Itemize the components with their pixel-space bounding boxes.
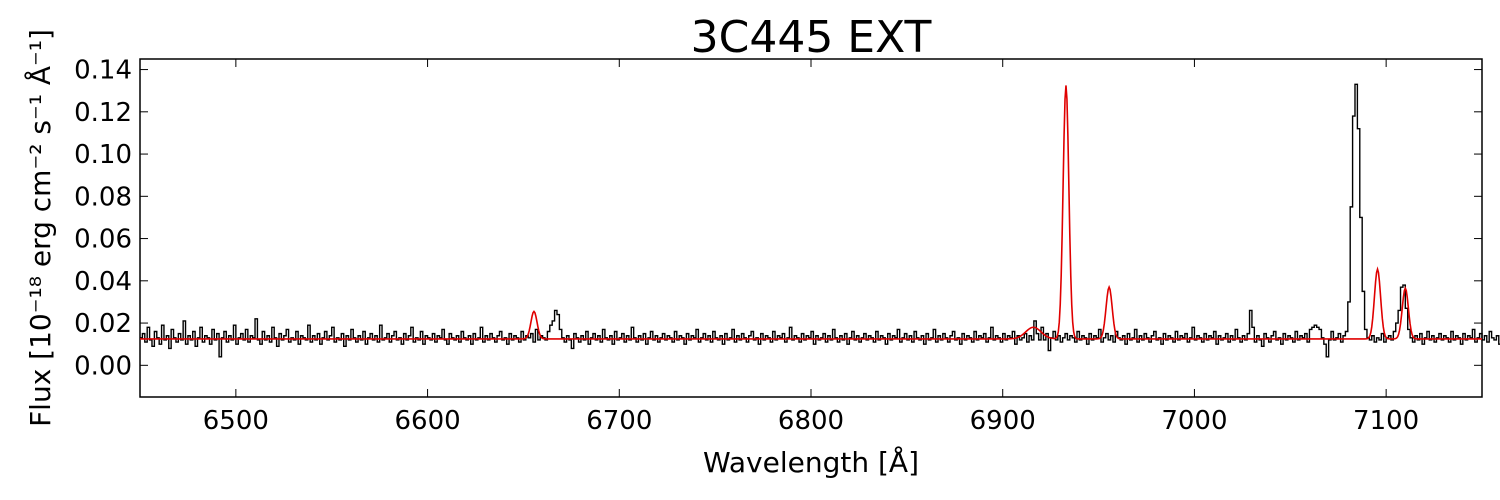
model-fit-curve [140, 85, 1482, 340]
observed-spectrum-path [140, 83, 1500, 358]
y-axis-ticks: 0.00 0.02 0.04 0.06 0.08 0.10 0.12 0.14 [74, 56, 1482, 381]
y-tick-label: 0.04 [74, 267, 132, 297]
x-tick-label: 6800 [778, 406, 844, 436]
model-fit-path [140, 85, 1482, 340]
x-tick-label: 6700 [586, 406, 652, 436]
x-axis-ticks: 6500 6600 6700 6800 6900 7000 7100 [203, 59, 1419, 436]
x-tick-label: 6900 [970, 406, 1036, 436]
y-tick-label: 0.12 [74, 98, 132, 128]
x-tick-label: 6500 [203, 406, 269, 436]
plot-frame [139, 58, 1483, 398]
y-axis-label: Flux [10⁻¹⁸ erg cm⁻² s⁻¹ Å⁻¹] [23, 29, 57, 427]
y-tick-label: 0.02 [74, 309, 132, 339]
y-tick-label: 0.14 [74, 56, 132, 86]
chart-title: 3C445 EXT [691, 12, 932, 63]
y-tick-label: 0.06 [74, 225, 132, 255]
x-axis-label: Wavelength [Å] [703, 445, 919, 479]
x-tick-label: 7100 [1353, 406, 1419, 436]
x-tick-label: 7000 [1161, 406, 1227, 436]
plot-area: 6500 6600 6700 6800 6900 7000 7100 0.000.020.0… [74, 56, 1500, 436]
y-tick-label: 0.08 [74, 182, 132, 212]
observed-spectrum [140, 83, 1500, 358]
x-tick-label: 6600 [394, 406, 460, 436]
y-tick-label: 0.00 [74, 351, 132, 381]
y-tick-label: 0.10 [74, 140, 132, 170]
